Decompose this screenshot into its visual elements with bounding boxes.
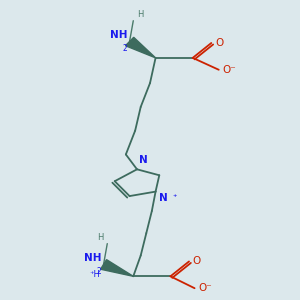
Text: N: N	[159, 193, 168, 203]
Text: NH: NH	[110, 30, 128, 40]
Text: ⁺H: ⁺H	[89, 270, 100, 279]
Text: H: H	[137, 10, 143, 19]
Text: 2: 2	[97, 267, 102, 276]
Text: O: O	[193, 256, 201, 266]
Text: 2: 2	[123, 44, 128, 53]
Text: O: O	[215, 38, 223, 48]
Text: NH: NH	[84, 253, 102, 263]
Text: ⁺: ⁺	[172, 193, 177, 202]
Polygon shape	[100, 260, 133, 276]
Text: O⁻: O⁻	[198, 283, 212, 293]
Polygon shape	[125, 37, 156, 58]
Text: O⁻: O⁻	[222, 65, 236, 75]
Text: H: H	[97, 233, 103, 242]
Text: N: N	[139, 155, 148, 165]
